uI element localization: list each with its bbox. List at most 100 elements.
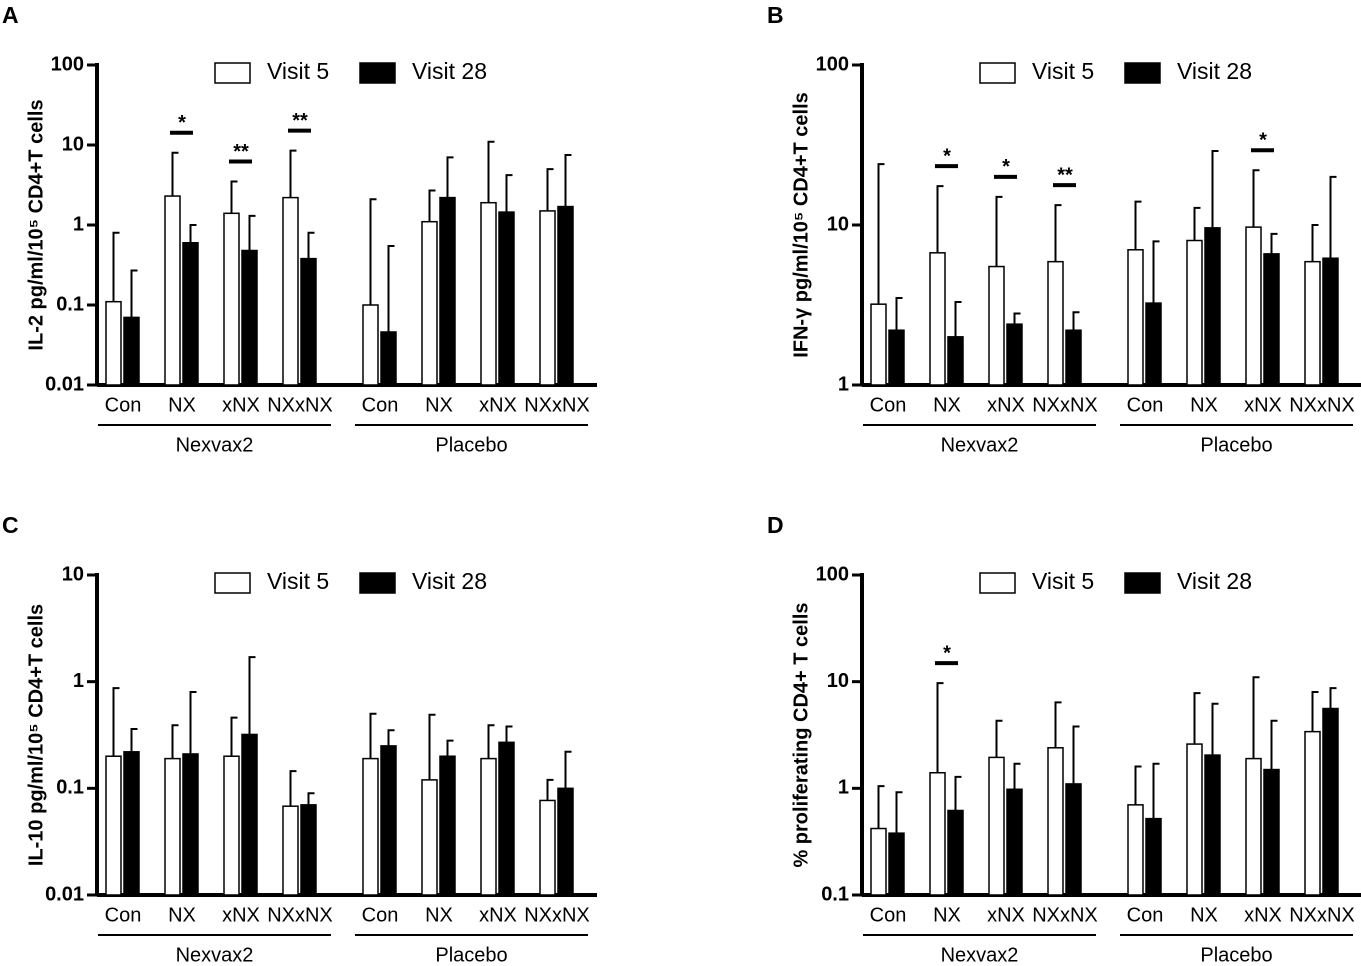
error-bar — [369, 712, 377, 759]
bar — [300, 257, 317, 386]
y-axis-label: % proliferating CD4+ T cells — [790, 602, 812, 867]
group-label: Nexvax2 — [941, 944, 1019, 966]
error-bar — [1072, 311, 1080, 331]
error-bar — [505, 174, 513, 213]
bar — [123, 316, 140, 386]
bar — [1006, 788, 1023, 896]
error-bar — [1193, 692, 1201, 745]
y-axis-label: IFN-γ pg/ml/10⁵ CD4+T cells — [790, 92, 812, 358]
error-bar — [954, 301, 962, 337]
error-bar — [369, 198, 377, 305]
significance-label: * — [943, 145, 951, 167]
bar — [223, 755, 240, 896]
error-bar — [112, 687, 120, 757]
error-bar — [387, 729, 395, 746]
legend-label: Visit 5 — [267, 568, 329, 594]
y-axis-label: IL-10 pg/ml/10⁵ CD4+T cells — [25, 604, 47, 866]
legend-label: Visit 5 — [1032, 58, 1094, 84]
x-tick-label: NXxNX — [267, 394, 333, 416]
legend-swatch — [1124, 572, 1161, 594]
group-label: Nexvax2 — [176, 944, 254, 966]
error-bar — [1193, 206, 1201, 241]
bar — [164, 195, 181, 386]
x-tick-label: Con — [1127, 904, 1164, 926]
bar — [182, 241, 199, 386]
x-tick-label: xNX — [222, 904, 260, 926]
error-bar — [1054, 701, 1062, 748]
x-tick-label: NX — [168, 394, 196, 416]
error-bar — [387, 245, 395, 332]
x-tick-label: NXxNX — [524, 394, 590, 416]
error-bar — [487, 724, 495, 759]
x-tick-label: NX — [425, 904, 453, 926]
y-tick-label: 100 — [816, 53, 849, 75]
x-tick-label: NXxNX — [1289, 904, 1355, 926]
error-bar — [895, 791, 903, 834]
bar — [888, 832, 905, 896]
bar — [362, 304, 379, 386]
bar — [223, 212, 240, 386]
x-tick-label: xNX — [479, 904, 517, 926]
x-tick-label: NX — [933, 904, 961, 926]
bar — [1245, 226, 1262, 386]
error-bar — [936, 185, 944, 253]
error-bar — [877, 785, 885, 829]
y-tick-label: 100 — [51, 53, 84, 75]
bar — [362, 757, 379, 896]
legend-swatch — [979, 62, 1016, 84]
y-tick-label: 0.1 — [821, 883, 849, 905]
x-tick-label: xNX — [1244, 394, 1282, 416]
bar — [480, 757, 497, 896]
legend-swatch — [359, 572, 396, 594]
error-bar — [1072, 725, 1080, 784]
x-tick-label: NXxNX — [1032, 904, 1098, 926]
x-tick-label: NXxNX — [524, 904, 590, 926]
panel: D % proliferating CD4+ T cells 0.1 1 10 100 Co… — [767, 512, 1361, 966]
y-tick-label: 10 — [62, 563, 84, 585]
bar — [421, 220, 438, 386]
significance-label: ** — [233, 141, 249, 163]
error-bar — [112, 231, 120, 302]
y-tick-label: 0.1 — [56, 777, 84, 799]
bar — [888, 329, 905, 386]
error-bar — [1013, 312, 1021, 325]
bar — [164, 757, 181, 896]
error-bar — [936, 682, 944, 773]
error-bar — [1311, 224, 1319, 262]
bar — [1186, 743, 1203, 896]
x-tick-label: Con — [870, 394, 907, 416]
x-tick-label: Con — [1127, 394, 1164, 416]
legend-label: Visit 5 — [267, 58, 329, 84]
bar — [557, 205, 574, 386]
x-tick-label: NX — [933, 394, 961, 416]
bar — [1304, 730, 1321, 896]
y-tick-label: 0.01 — [45, 373, 84, 395]
panel: C IL-10 pg/ml/10⁵ CD4+T cells 0.01 0.1 1 10 Co… — [2, 512, 597, 966]
error-bar — [1270, 719, 1278, 770]
error-bar — [171, 151, 179, 197]
error-bar — [1329, 175, 1337, 259]
error-bar — [171, 724, 179, 759]
bar — [929, 771, 946, 896]
bar — [241, 733, 258, 896]
significance-label: * — [178, 112, 186, 134]
group-label: Placebo — [435, 434, 507, 456]
bar — [105, 755, 122, 896]
bar — [1127, 249, 1144, 386]
error-bar — [230, 716, 238, 757]
error-bar — [1134, 765, 1142, 805]
y-tick-label: 1 — [73, 213, 84, 235]
y-tick-label: 0.01 — [45, 883, 84, 905]
bar — [539, 210, 556, 386]
x-tick-label: NXxNX — [267, 904, 333, 926]
bar — [300, 804, 317, 896]
bar — [439, 755, 456, 896]
group-label: Placebo — [1200, 944, 1272, 966]
error-bar — [564, 750, 572, 789]
bar — [1047, 260, 1064, 386]
error-bar — [995, 195, 1003, 267]
error-bar — [487, 140, 495, 203]
x-tick-label: xNX — [987, 394, 1025, 416]
bar — [480, 201, 497, 386]
bar — [1186, 239, 1203, 386]
